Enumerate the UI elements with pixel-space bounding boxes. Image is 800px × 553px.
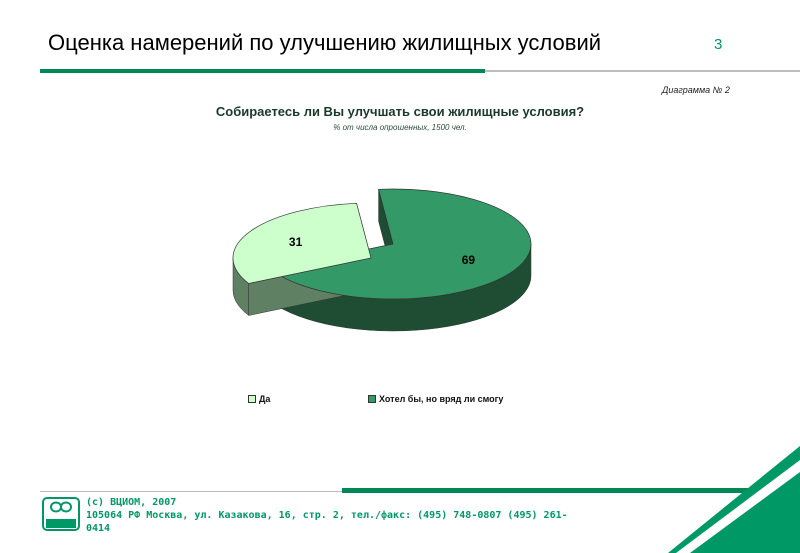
vciom-logo <box>42 497 80 531</box>
legend-item-yes: Да <box>248 394 270 404</box>
pie-label-want: 69 <box>462 253 476 267</box>
pie-slice-yes <box>232 202 372 284</box>
pie-label-yes: 31 <box>289 235 303 249</box>
top-grey-rule <box>485 70 800 72</box>
bottom-green-rule <box>342 488 800 493</box>
bottom-grey-rule <box>40 491 342 492</box>
diagram-number: Диаграмма № 2 <box>662 85 730 95</box>
slide-title: Оценка намерений по улучшению жилищных у… <box>48 30 602 55</box>
chart-subtitle: % от числа опрошенных, 1500 чел. <box>333 123 467 132</box>
legend-label-yes: Да <box>259 394 271 404</box>
footer-copyright: (c) ВЦИОМ, 2007 <box>86 497 177 508</box>
top-green-rule <box>40 69 485 73</box>
page-number: 3 <box>714 36 723 53</box>
legend-label-want: Хотел бы, но вряд ли смогу <box>379 394 504 404</box>
corner-decoration <box>668 446 800 553</box>
legend-swatch-yes <box>248 395 256 403</box>
pie-slice-want <box>269 188 532 300</box>
footer: (c) ВЦИОМ, 2007 105064 РФ Москва, ул. Ка… <box>86 496 606 535</box>
legend-item-want: Хотел бы, но вряд ли смогу <box>368 394 503 404</box>
footer-address: 105064 РФ Москва, ул. Казакова, 16, стр.… <box>86 510 568 521</box>
footer-address-cont: 0414 <box>86 523 111 534</box>
chart-title: Собираетесь ли Вы улучшать свои жилищные… <box>215 104 585 119</box>
legend-swatch-want <box>368 395 376 403</box>
